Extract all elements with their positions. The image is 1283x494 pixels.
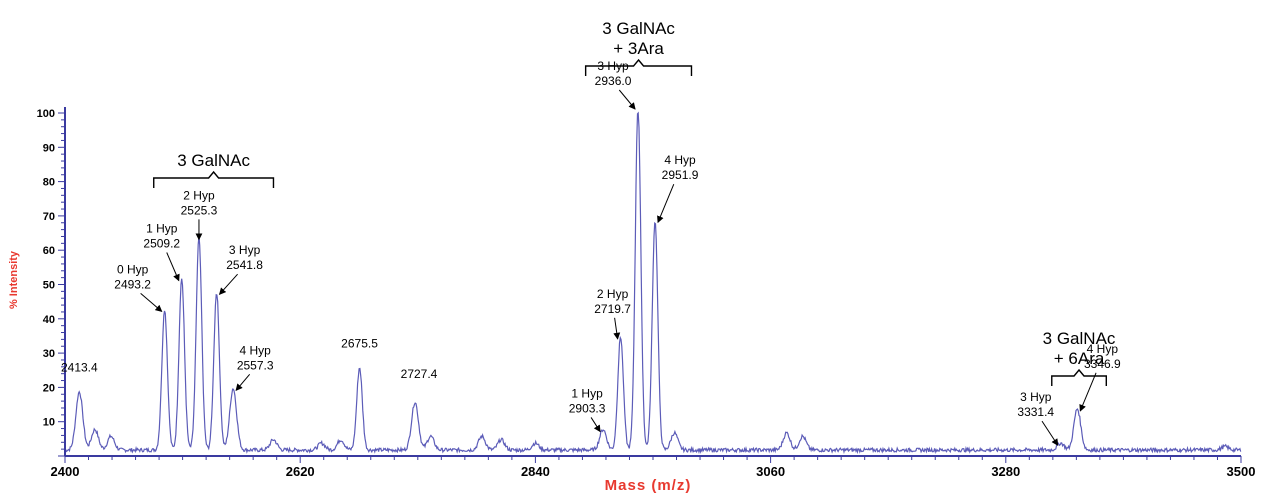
peak-label-mass: 2951.9 — [662, 168, 699, 182]
group-bracket: 3 GalNAc+ 6Ara — [1043, 329, 1116, 386]
peak-arrow — [235, 373, 251, 392]
peak-label-mass: 2903.3 — [569, 401, 606, 415]
peak-arrow — [618, 89, 636, 110]
peak-label-mass: 2727.4 — [401, 367, 438, 381]
peak-label-mass: 3346.9 — [1084, 357, 1121, 371]
peak-label-mass: 2719.7 — [594, 302, 631, 316]
peak-label-mass: 2493.2 — [114, 277, 151, 291]
peak-label-mass: 2557.3 — [237, 358, 274, 372]
group-bracket: 3 GalNAc+ 3Ara — [584, 19, 693, 76]
x-tick-label: 3060 — [756, 464, 785, 479]
peak-label-mass: 2525.3 — [181, 203, 218, 217]
peak-label-mass: 2675.5 — [341, 337, 378, 351]
group-label: 3 GalNAc — [1043, 329, 1116, 348]
peak-label-name: 3 Hyp — [1020, 390, 1052, 404]
x-tick-label: 2620 — [286, 464, 315, 479]
bracket-shape — [1051, 368, 1107, 386]
x-tick-label: 2840 — [521, 464, 550, 479]
peak-arrow — [166, 252, 180, 282]
y-tick-label: 10 — [43, 417, 55, 429]
bracket-shape — [584, 58, 693, 76]
peak-arrow — [590, 417, 601, 433]
peak-label-mass: 3331.4 — [1017, 405, 1054, 419]
x-tick-label: 3280 — [991, 464, 1020, 479]
y-tick-label: 90 — [43, 142, 55, 154]
y-tick-label: 50 — [43, 280, 55, 292]
group-label: + 3Ara — [613, 39, 664, 58]
peak-arrow — [218, 273, 238, 295]
peak-label-name: 4 Hyp — [1087, 342, 1119, 356]
peak-label-mass: 2541.8 — [226, 258, 263, 272]
bracket-shape — [153, 170, 275, 188]
y-tick-label: 40 — [43, 314, 55, 326]
peak-arrow — [1041, 420, 1059, 446]
group-bracket: 3 GalNAc — [153, 151, 275, 188]
peak-label-name: 4 Hyp — [239, 343, 271, 357]
peak-label-name: 0 Hyp — [117, 262, 149, 276]
x-tick-label: 3500 — [1227, 464, 1256, 479]
group-label: 3 GalNAc — [602, 19, 675, 38]
peak-arrow — [140, 292, 163, 313]
peak-annotation: 2675.5 — [341, 337, 378, 351]
peak-label-name: 3 Hyp — [229, 243, 261, 257]
y-tick-label: 70 — [43, 211, 55, 223]
y-tick-label: 30 — [43, 348, 55, 360]
peak-annotation: 2727.4 — [401, 367, 438, 381]
group-label: + 6Ara — [1054, 349, 1105, 368]
peak-arrow — [1079, 372, 1097, 412]
peak-label-mass: 2509.2 — [143, 237, 180, 251]
peak-label-name: 2 Hyp — [183, 188, 215, 202]
peak-arrow — [613, 317, 621, 340]
y-tick-label: 100 — [37, 108, 55, 120]
peak-annotation: 2413.4 — [61, 361, 98, 375]
peak-arrow — [657, 183, 675, 224]
peak-label-name: 4 Hyp — [664, 153, 696, 167]
y-tick-label: 60 — [43, 245, 55, 257]
group-label: 3 GalNAc — [177, 151, 250, 170]
x-tick-label: 2400 — [51, 464, 80, 479]
y-tick-label: 20 — [43, 382, 55, 394]
x-axis-label: Mass (m/z) — [605, 477, 692, 494]
peak-label-mass: 2413.4 — [61, 361, 98, 375]
peak-label-name: 1 Hyp — [146, 222, 178, 236]
peak-label-mass: 2936.0 — [595, 74, 632, 88]
peak-label-name: 1 Hyp — [571, 386, 603, 400]
y-axis-label: % Intensity — [8, 250, 20, 309]
y-tick-label: 80 — [43, 177, 55, 189]
spectrum-trace — [64, 111, 1242, 455]
peak-label-name: 2 Hyp — [597, 287, 629, 301]
